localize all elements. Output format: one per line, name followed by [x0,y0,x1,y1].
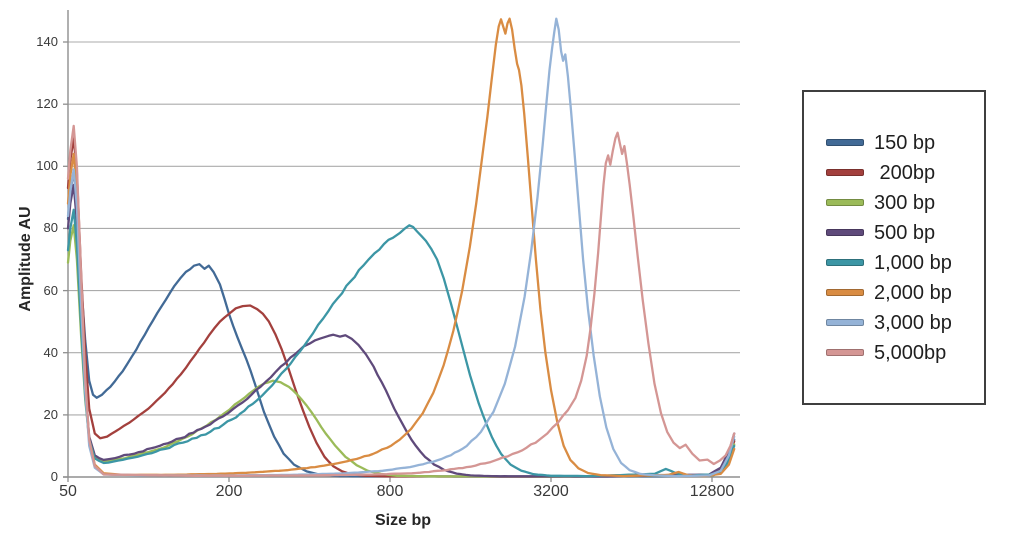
legend-swatch [826,199,864,206]
y-tick-label-20: 20 [43,406,58,422]
legend-swatch [826,259,864,266]
legend-swatch [826,139,864,146]
legend-swatch [826,319,864,326]
legend-item-1-000-bp: 1,000 bp [804,251,984,275]
y-tick-label-120: 120 [36,96,58,112]
legend-swatch [826,289,864,296]
legend-label: 300 bp [874,191,936,214]
legend-label: 5,000bp [874,341,947,364]
legend-label: 3,000 bp [874,311,952,334]
legend-swatch [826,169,864,176]
legend-box: 150 bp 200bp 300 bp 500 bp 1,000 bp 2,000 bp… [802,90,986,405]
legend-swatch [826,349,864,356]
series-line-2-000-bp [66,17,736,478]
legend-item-500-bp: 500 bp [804,221,984,245]
x-tick-label-3200: 3200 [533,483,569,500]
legend-swatch [826,229,864,236]
series-line-5-000bp [66,124,736,477]
legend-label: 200bp [874,161,936,184]
x-tick-label-12800: 12800 [689,483,735,500]
y-tick-label-100: 100 [36,158,58,174]
y-axis-title: Amplitude AU [17,206,34,312]
legend-label: 150 bp [874,131,936,154]
legend-item-3-000-bp: 3,000 bp [804,311,984,335]
legend-label: 1,000 bp [874,251,952,274]
legend-item-300-bp: 300 bp [804,191,984,215]
y-tick-label-0: 0 [50,469,58,484]
x-tick-label-800: 800 [376,483,404,500]
legend-item-5-000bp: 5,000bp [804,341,984,365]
x-axis-title: Size bp [374,512,431,529]
legend-item-2-000-bp: 2,000 bp [804,281,984,305]
series-line-200bp [66,137,736,478]
y-tick-label-60: 60 [43,282,58,298]
legend-label: 500 bp [874,221,936,244]
y-tick-label-40: 40 [43,344,58,360]
y-tick-label-80: 80 [43,220,58,236]
series-line-1-000-bp [66,208,736,478]
y-tick-label-140: 140 [36,34,58,50]
legend-item-150-bp: 150 bp [804,131,984,155]
x-tick-label-50: 50 [59,483,77,500]
series-line-3-000-bp [66,17,736,478]
x-tick-label-200: 200 [215,483,243,500]
legend-label: 2,000 bp [874,281,952,304]
legend-item-200bp: 200bp [804,161,984,185]
